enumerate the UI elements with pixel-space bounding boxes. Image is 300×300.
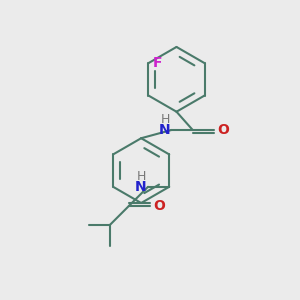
Text: N: N — [158, 123, 170, 137]
Text: N: N — [135, 180, 146, 194]
Text: H: H — [137, 170, 146, 183]
Text: O: O — [153, 199, 165, 213]
Text: H: H — [160, 113, 170, 126]
Text: O: O — [217, 123, 229, 137]
Text: F: F — [153, 56, 162, 70]
